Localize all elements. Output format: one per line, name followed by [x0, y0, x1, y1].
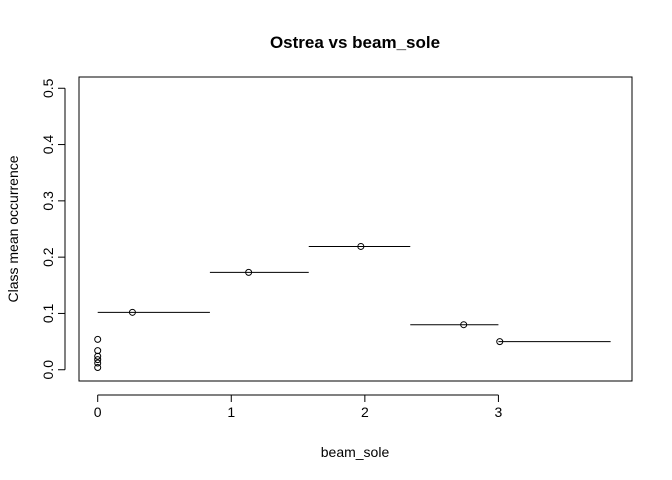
x-axis-label: beam_sole: [321, 444, 390, 460]
y-tick-label: 0.5: [40, 78, 56, 98]
data-point: [460, 321, 468, 329]
x-tick-label: 3: [495, 404, 503, 420]
x-tick-label: 2: [361, 404, 369, 420]
data-point: [245, 268, 253, 276]
y-tick-label: 0.0: [40, 360, 56, 380]
y-tick-label: 0.1: [40, 304, 56, 324]
data-point: [128, 308, 136, 316]
plot-box: [78, 76, 633, 382]
y-tick-label: 0.3: [40, 191, 56, 211]
data-point: [94, 335, 102, 343]
data-point: [357, 242, 365, 250]
data-point: [94, 352, 102, 360]
chart-title: Ostrea vs beam_sole: [270, 33, 440, 52]
y-axis: 0.0 0.1 0.2 0.3 0.4 0.5: [40, 78, 66, 380]
y-tick-label: 0.4: [40, 135, 56, 155]
y-axis-label: Class mean occurrence: [5, 155, 21, 302]
x-tick-label: 1: [227, 404, 235, 420]
data-point: [94, 359, 102, 367]
x-axis: 0 1 2 3: [94, 394, 503, 420]
data-point: [94, 356, 102, 364]
segment-series: [97, 245, 611, 343]
data-point: [94, 363, 102, 371]
x-tick-label: 0: [94, 404, 102, 420]
point-series: [94, 242, 504, 371]
data-point: [94, 347, 102, 355]
y-tick-label: 0.2: [40, 247, 56, 267]
data-point: [496, 338, 504, 346]
